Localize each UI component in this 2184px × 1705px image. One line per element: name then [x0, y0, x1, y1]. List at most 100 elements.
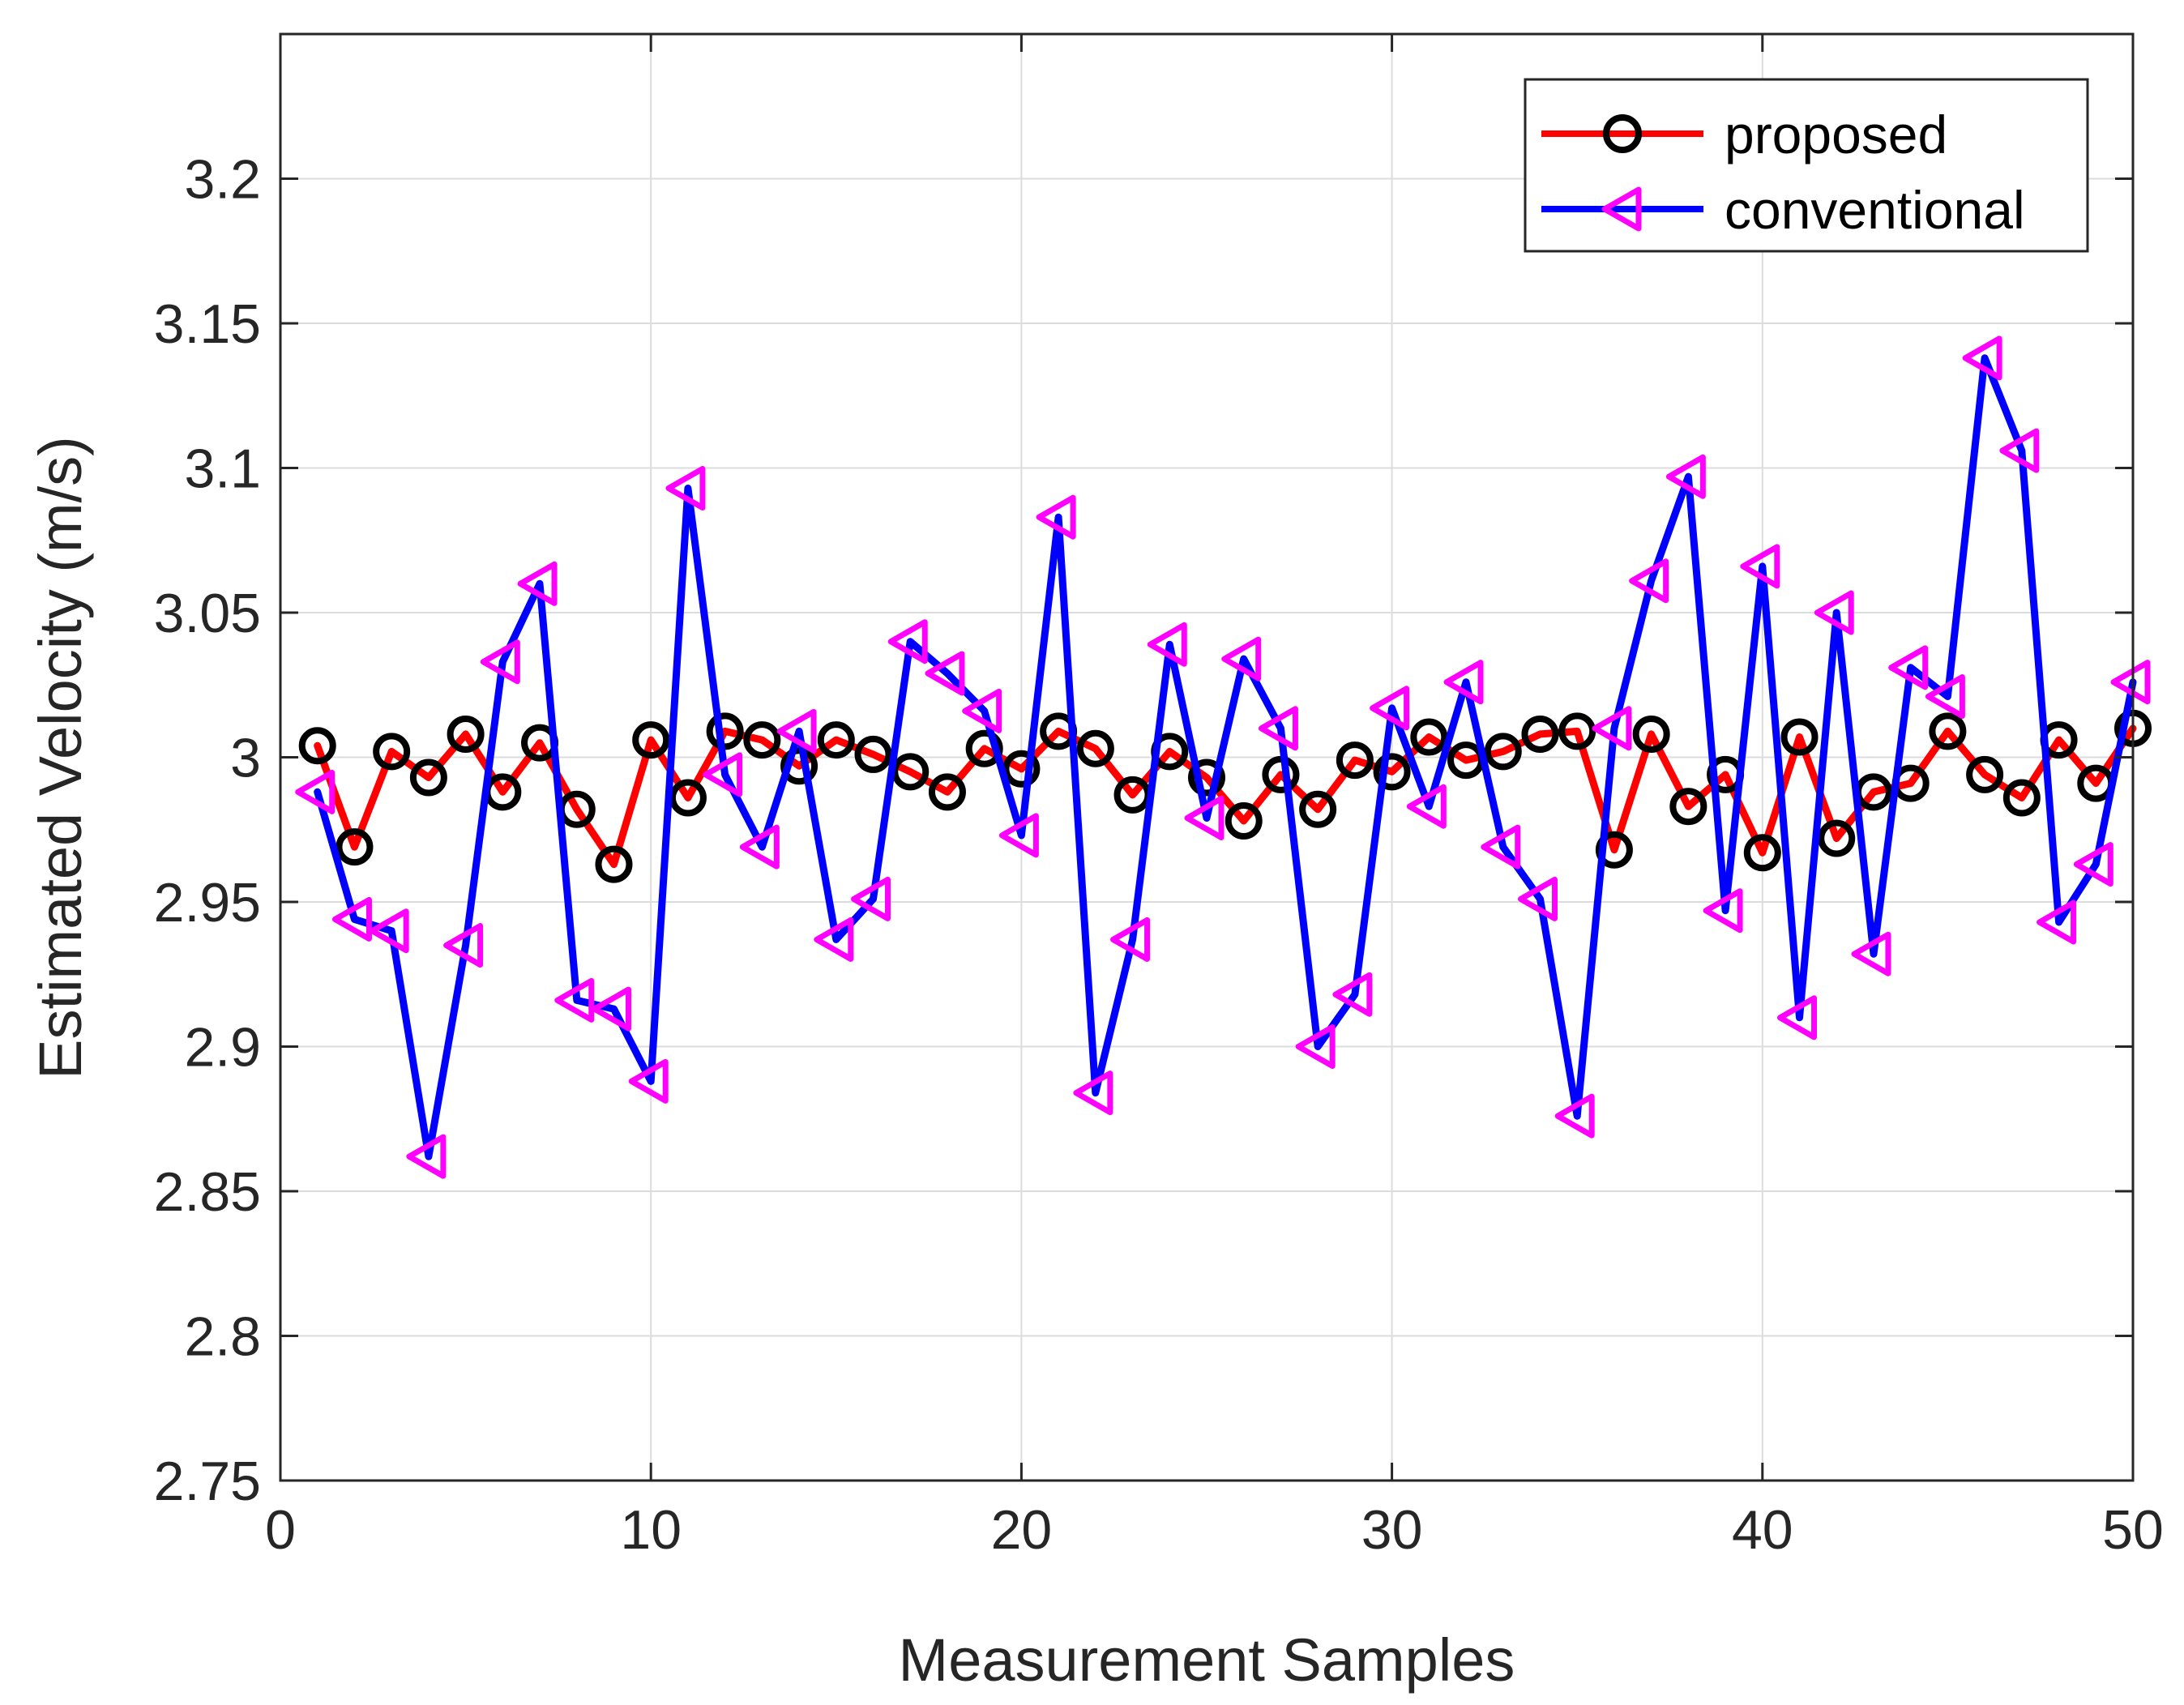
x-tick-labels: 0 10 20 30 40 50: [265, 1499, 2164, 1561]
data-point-proposed: [1188, 758, 1225, 797]
legend-label-proposed: proposed: [1725, 105, 1947, 165]
data-point-conventional: [369, 908, 409, 954]
x-axis-title: Measurement Samples: [899, 1626, 1515, 1694]
data-point-proposed: [1669, 788, 1707, 826]
data-point-conventional: [628, 1058, 669, 1104]
data-point-conventional: [703, 752, 743, 797]
x-tick-label: 0: [265, 1499, 296, 1561]
data-point-conventional: [1665, 454, 1706, 499]
data-point-conventional: [517, 561, 558, 606]
data-point-proposed: [1410, 718, 1448, 756]
y-tick-label: 3: [230, 728, 261, 789]
data-point-conventional: [1258, 706, 1298, 751]
data-point-conventional: [887, 619, 928, 664]
data-point-conventional: [665, 465, 706, 511]
data-point-proposed: [1743, 834, 1781, 872]
data-point-conventional: [331, 896, 372, 942]
data-point-proposed: [1595, 831, 1633, 869]
data-point-conventional: [1962, 335, 2002, 381]
data-point-proposed: [743, 721, 781, 759]
data-point-proposed: [298, 727, 336, 765]
data-point-conventional: [1370, 686, 1410, 731]
data-point-proposed: [928, 773, 966, 811]
y-tick-label: 3.05: [154, 583, 261, 644]
legend-marker-proposed: [1603, 114, 1642, 153]
data-point-conventional: [851, 876, 891, 921]
y-tick-label: 2.95: [154, 872, 261, 934]
x-tick-label: 40: [1732, 1499, 1793, 1561]
data-point-conventional: [962, 688, 1002, 733]
data-point-conventional: [406, 1134, 447, 1179]
data-point-proposed: [2002, 779, 2041, 817]
data-point-conventional: [1073, 1070, 1113, 1116]
data-point-conventional: [1592, 706, 1632, 751]
data-point-conventional: [2110, 660, 2151, 705]
data-point-conventional: [1036, 494, 1076, 540]
data-point-conventional: [1481, 824, 1521, 870]
data-point-proposed: [1780, 718, 1819, 756]
data-point-conventional: [2073, 842, 2113, 887]
data-point-conventional: [1740, 544, 1780, 589]
data-point-proposed: [1299, 790, 1337, 828]
x-tick-label: 10: [620, 1499, 682, 1561]
data-point-conventional: [443, 923, 484, 968]
data-point-conventional: [1629, 558, 1669, 604]
data-point-proposed: [1521, 715, 1559, 753]
data-point-proposed: [1002, 750, 1041, 788]
data-point-proposed: [1484, 733, 1522, 771]
data-point-proposed: [1373, 753, 1411, 791]
data-point-proposed: [854, 735, 892, 773]
data-point-conventional: [295, 769, 336, 814]
data-point-conventional: [1147, 622, 1187, 667]
y-tick-label: 3.15: [154, 293, 261, 355]
data-point-conventional: [1777, 995, 1818, 1041]
y-tick-label: 2.8: [184, 1306, 261, 1368]
series-layer: [295, 335, 2152, 1179]
data-point-conventional: [1110, 917, 1151, 962]
data-point-conventional: [2037, 900, 2077, 945]
data-point-proposed: [632, 721, 670, 759]
data-point-conventional: [814, 917, 854, 962]
data-point-conventional: [925, 651, 965, 696]
data-point-conventional: [480, 639, 520, 685]
data-point-proposed: [447, 715, 485, 753]
data-point-conventional: [1888, 645, 1929, 690]
data-point-proposed: [409, 758, 447, 797]
data-point-conventional: [1925, 674, 1965, 720]
data-point-proposed: [965, 729, 1003, 767]
legend-marker-conventional: [1601, 186, 1642, 232]
data-point-conventional: [739, 824, 780, 870]
data-point-proposed: [595, 845, 633, 883]
data-point-proposed: [1632, 715, 1670, 753]
x-tick-label: 30: [1361, 1499, 1423, 1561]
legend-box: [1524, 78, 2089, 253]
data-point-conventional: [998, 813, 1039, 858]
data-point-proposed: [1929, 712, 1967, 750]
data-point-conventional: [1406, 784, 1447, 829]
data-point-proposed: [373, 733, 411, 771]
x-tick-label: 50: [2102, 1499, 2164, 1561]
x-tick-label: 20: [991, 1499, 1053, 1561]
y-axis-title: Estimated Velocity (m/s): [27, 436, 94, 1079]
data-point-conventional: [1184, 795, 1224, 840]
data-point-conventional: [1443, 660, 1484, 705]
y-tick-labels: 2.75 2.8 2.85 2.9 2.95 3 3.05 3.1 3.15 3.2: [154, 149, 261, 1513]
data-point-proposed: [1966, 755, 2004, 793]
y-tick-label: 2.75: [154, 1451, 261, 1512]
data-point-proposed: [1076, 729, 1114, 767]
data-point-proposed: [336, 828, 374, 866]
data-point-conventional: [591, 986, 631, 1032]
data-point-conventional: [1221, 636, 1262, 682]
axis-ticks: [279, 34, 2135, 1482]
data-point-proposed: [817, 721, 855, 759]
data-point-proposed: [1336, 741, 1374, 780]
y-tick-label: 2.9: [184, 1017, 261, 1079]
y-tick-label: 3.2: [184, 149, 261, 211]
data-point-conventional: [1999, 428, 2040, 473]
data-point-conventional: [1295, 1024, 1336, 1069]
legend-label-conventional: conventional: [1725, 180, 2025, 240]
data-point-conventional: [1814, 590, 1854, 635]
data-point-conventional: [554, 977, 595, 1023]
y-tick-label: 2.85: [154, 1161, 261, 1223]
legend: proposed conventional: [1524, 78, 2089, 253]
